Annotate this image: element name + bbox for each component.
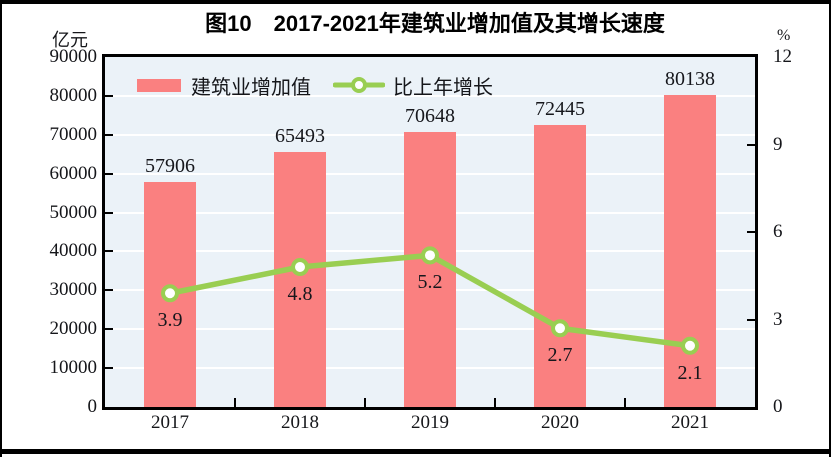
right-axis-tick — [747, 143, 755, 146]
top-border-rule — [0, 0, 831, 4]
left-axis-tick — [105, 133, 113, 136]
right-axis-tick — [747, 318, 755, 321]
right-axis-tick-label: 9 — [773, 133, 783, 155]
right-axis-tick-label: 3 — [773, 308, 783, 330]
chart-title: 图10 2017-2021年建筑业增加值及其增长速度 — [205, 11, 665, 36]
right-border-rule — [829, 0, 831, 457]
x-axis-label: 2017 — [151, 412, 189, 433]
legend-bar-swatch — [137, 78, 181, 92]
line-marker — [551, 319, 569, 338]
plot-border — [102, 54, 758, 410]
left-axis-tick-label: 80000 — [49, 84, 98, 106]
legend-line-label: 比上年增长 — [393, 76, 493, 99]
bar-value-label: 57906 — [145, 154, 195, 177]
bar-value-label: 72445 — [535, 98, 585, 121]
x-axis-tick — [234, 398, 236, 407]
bar-2018 — [274, 152, 326, 407]
x-axis-label: 2019 — [411, 412, 449, 433]
line-value-label: 2.1 — [677, 361, 703, 384]
bar-2019 — [404, 132, 456, 407]
line-marker — [291, 258, 309, 276]
x-axis-label: 2018 — [281, 412, 319, 433]
left-axis-tick-label: 70000 — [49, 123, 98, 145]
line-marker — [681, 336, 699, 355]
left-axis-tick-label: 60000 — [49, 162, 98, 184]
right-axis-unit-label: % — [777, 27, 791, 44]
x-axis-tick — [624, 398, 626, 407]
left-axis-tick — [105, 211, 113, 214]
left-axis-tick — [105, 172, 113, 175]
bottom-border-rule — [0, 449, 831, 454]
x-axis-tick — [364, 398, 366, 407]
left-axis-tick-label: 40000 — [49, 240, 98, 262]
left-axis-tick — [105, 289, 113, 292]
right-axis-tick-label: 6 — [773, 221, 783, 242]
right-axis-tick — [747, 231, 755, 233]
left-axis-tick-label: 20000 — [49, 318, 98, 340]
line-value-label: 2.7 — [547, 344, 573, 367]
bar-2020 — [534, 125, 586, 407]
left-axis-tick — [105, 94, 113, 97]
bar-value-label: 80138 — [665, 68, 715, 91]
bar-value-label: 65493 — [275, 125, 325, 148]
x-axis-tick — [494, 398, 496, 407]
x-axis-label: 2021 — [671, 412, 709, 433]
bar-value-label: 70648 — [405, 105, 455, 128]
left-axis-unit-label: 亿元 — [52, 30, 88, 50]
gridline — [105, 94, 755, 97]
growth-line-series — [161, 246, 699, 355]
right-axis-tick-label: 12 — [773, 46, 792, 67]
x-axis-label: 2020 — [541, 412, 579, 433]
left-axis-tick-label: 10000 — [49, 357, 98, 379]
line-marker — [421, 246, 439, 265]
left-axis-tick-label: 0 — [87, 396, 98, 417]
left-axis-tick — [105, 367, 113, 370]
right-axis-tick-label: 0 — [773, 396, 783, 417]
line-value-label: 5.2 — [417, 271, 443, 294]
left-axis-tick-label: 50000 — [49, 201, 98, 223]
left-axis-tick — [105, 328, 113, 331]
left-axis-tick-label: 90000 — [49, 46, 98, 67]
left-axis-tick — [105, 250, 113, 253]
legend-bar-label: 建筑业增加值 — [191, 76, 311, 99]
left-axis-tick-label: 30000 — [49, 279, 98, 301]
bar-2021 — [664, 95, 716, 407]
left-border-rule — [0, 0, 2, 457]
line-value-label: 3.9 — [157, 309, 183, 332]
chart-legend: 建筑业增加值 比上年增长 — [137, 72, 493, 99]
line-value-label: 4.8 — [287, 283, 313, 305]
legend-line-marker-icon — [333, 77, 385, 93]
line-marker — [161, 284, 179, 303]
